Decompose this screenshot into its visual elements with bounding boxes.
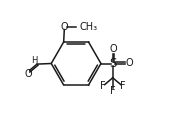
Text: H: H <box>31 56 38 65</box>
Text: O: O <box>125 59 133 68</box>
Text: S: S <box>109 57 116 70</box>
Text: O: O <box>110 44 117 54</box>
Text: F: F <box>110 86 116 96</box>
Text: F: F <box>100 81 106 91</box>
Text: O: O <box>24 69 32 79</box>
Text: CH₃: CH₃ <box>80 22 98 32</box>
Text: F: F <box>120 81 125 91</box>
Text: O: O <box>60 22 68 32</box>
